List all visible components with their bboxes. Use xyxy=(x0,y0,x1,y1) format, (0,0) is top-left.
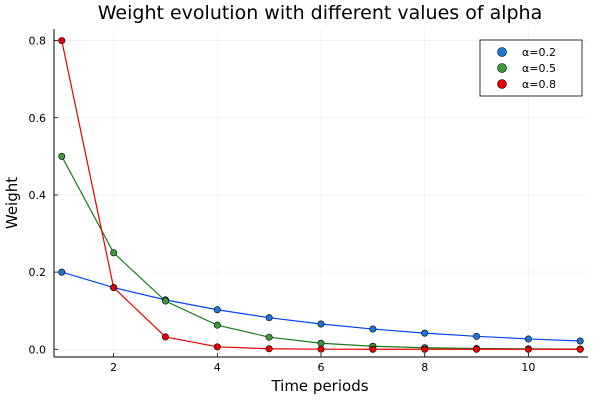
data-point xyxy=(317,339,325,347)
ticks: 2 4 6 8 10 0.0 0.2 0.4 0.6 0.8 xyxy=(29,35,536,374)
data-point xyxy=(161,297,169,305)
legend-item: α=0.5 xyxy=(497,62,556,75)
data-point xyxy=(317,320,325,328)
data-point xyxy=(58,152,66,160)
x-axis-label: Time periods xyxy=(270,377,368,395)
x-tick-label: 2 xyxy=(110,361,117,374)
data-point xyxy=(161,333,169,341)
data-point xyxy=(524,335,532,343)
y-axis-label: Weight xyxy=(3,177,21,229)
y-tick-label: 0.4 xyxy=(29,189,47,202)
y-tick-label: 0.8 xyxy=(29,35,47,48)
chart-title: Weight evolution with different values o… xyxy=(98,2,543,24)
legend-marker xyxy=(497,47,507,57)
data-point xyxy=(369,325,377,333)
data-point xyxy=(421,345,429,353)
legend-marker xyxy=(497,79,507,89)
series-3 xyxy=(58,37,584,353)
legend-label: α=0.2 xyxy=(522,46,556,59)
data-point xyxy=(576,345,584,353)
data-point xyxy=(265,314,273,322)
legend-box xyxy=(479,39,583,97)
data-point xyxy=(369,345,377,353)
x-tick-label: 10 xyxy=(521,361,535,374)
legend-item: α=0.2 xyxy=(497,46,556,59)
x-tick-label: 4 xyxy=(214,361,221,374)
data-point xyxy=(317,345,325,353)
x-tick-label: 6 xyxy=(318,361,325,374)
data-point xyxy=(110,284,118,292)
data-point xyxy=(213,306,221,314)
legend-marker xyxy=(497,63,507,73)
legend-label: α=0.5 xyxy=(522,62,556,75)
x-tick-label: 8 xyxy=(421,361,428,374)
data-point xyxy=(213,321,221,329)
data-point xyxy=(576,337,584,345)
data-point xyxy=(473,332,481,340)
y-tick-label: 0.0 xyxy=(29,343,47,356)
data-point xyxy=(213,343,221,351)
series-layer xyxy=(58,37,584,353)
data-point xyxy=(58,268,66,276)
data-point xyxy=(265,333,273,341)
data-point xyxy=(421,329,429,337)
legend-label: α=0.8 xyxy=(522,78,556,91)
legend-item: α=0.8 xyxy=(497,78,556,91)
data-point xyxy=(265,345,273,353)
legend: α=0.2 α=0.5 α=0.8 xyxy=(479,39,583,97)
data-point xyxy=(58,37,66,45)
data-point xyxy=(473,345,481,353)
y-tick-label: 0.6 xyxy=(29,112,47,125)
data-point xyxy=(524,345,532,353)
data-point xyxy=(110,249,118,257)
y-tick-label: 0.2 xyxy=(29,266,47,279)
